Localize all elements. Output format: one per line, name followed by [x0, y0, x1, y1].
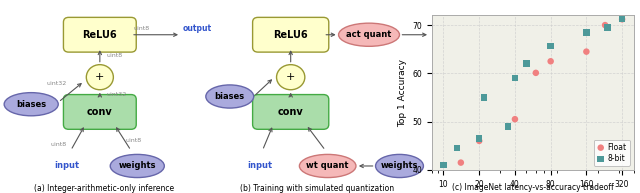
Float: [510, 118, 520, 121]
Text: uint8: uint8: [106, 53, 122, 58]
Text: biases: biases: [214, 92, 245, 101]
Text: ReLU6: ReLU6: [83, 30, 117, 40]
Text: ReLU6: ReLU6: [273, 30, 308, 40]
Text: (a) Integer-arithmetic-only inference: (a) Integer-arithmetic-only inference: [34, 184, 174, 193]
Text: act quant: act quant: [346, 30, 392, 39]
Ellipse shape: [206, 85, 253, 108]
Text: (c) ImageNet latency-vs-accuracy tradeoff: (c) ImageNet latency-vs-accuracy tradeof…: [452, 183, 614, 192]
Text: weights: weights: [381, 162, 418, 170]
8-bit: [522, 62, 532, 65]
Text: uint8: uint8: [50, 142, 67, 147]
Float: [600, 24, 610, 27]
Text: uint8: uint8: [133, 26, 150, 31]
Legend: Float, 8-bit: Float, 8-bit: [594, 140, 630, 166]
Text: conv: conv: [278, 107, 303, 117]
FancyBboxPatch shape: [253, 95, 329, 129]
Float: [581, 50, 591, 53]
Float: [617, 18, 627, 21]
8-bit: [474, 137, 484, 140]
Text: uint8: uint8: [125, 138, 141, 143]
Text: uint32: uint32: [106, 92, 127, 97]
8-bit: [545, 44, 556, 47]
8-bit: [581, 31, 591, 34]
Text: output: output: [183, 25, 212, 33]
Text: conv: conv: [87, 107, 113, 117]
Text: weights: weights: [118, 162, 156, 170]
8-bit: [617, 17, 627, 20]
Y-axis label: Top 1 Accuracy: Top 1 Accuracy: [398, 59, 407, 127]
Ellipse shape: [4, 93, 58, 116]
Text: +: +: [286, 72, 296, 82]
Ellipse shape: [110, 154, 164, 178]
Text: biases: biases: [16, 100, 46, 109]
Text: +: +: [95, 72, 104, 82]
Text: input: input: [54, 162, 79, 170]
Circle shape: [276, 65, 305, 90]
Text: (b) Training with simulated quantization: (b) Training with simulated quantization: [240, 184, 394, 193]
Text: input: input: [248, 162, 273, 170]
Float: [474, 139, 484, 142]
Text: wt quant: wt quant: [307, 162, 349, 170]
8-bit: [479, 96, 489, 99]
FancyBboxPatch shape: [63, 95, 136, 129]
Circle shape: [86, 65, 113, 90]
Text: output: output: [432, 25, 461, 33]
Float: [456, 161, 466, 164]
8-bit: [438, 163, 449, 167]
FancyBboxPatch shape: [63, 17, 136, 52]
FancyBboxPatch shape: [253, 17, 329, 52]
Ellipse shape: [300, 154, 356, 178]
8-bit: [510, 77, 520, 80]
8-bit: [503, 125, 513, 128]
Text: uint32: uint32: [46, 81, 67, 86]
Ellipse shape: [339, 23, 399, 46]
8-bit: [452, 147, 462, 150]
8-bit: [602, 26, 612, 29]
Float: [545, 60, 556, 63]
Float: [531, 71, 541, 74]
Ellipse shape: [376, 154, 424, 178]
